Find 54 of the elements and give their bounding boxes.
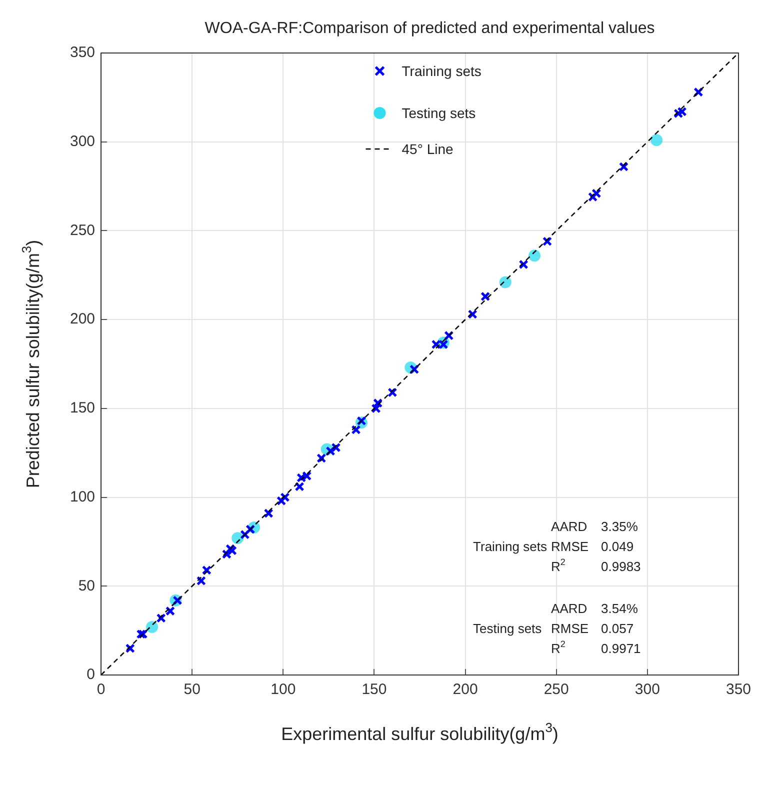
annotation: RMSE 0.049 xyxy=(551,539,634,554)
y-tick-label: 200 xyxy=(70,310,96,328)
y-tick-label: 300 xyxy=(70,133,96,150)
point xyxy=(196,576,206,586)
point xyxy=(276,496,286,506)
point xyxy=(677,106,687,116)
point xyxy=(592,188,602,198)
point xyxy=(316,453,326,463)
point xyxy=(588,192,598,202)
chart-title: WOA-GA-RF:Comparison of predicted and experimental values xyxy=(204,20,655,37)
point xyxy=(542,236,552,246)
x-tick-label: 350 xyxy=(726,681,751,698)
y-axis-title: Predicted sulfur solubility(g/m3) xyxy=(18,240,44,488)
point xyxy=(280,492,290,502)
legend-label: 45° Line xyxy=(402,141,454,157)
annotation: AARD 3.35% xyxy=(551,519,638,534)
point xyxy=(468,309,478,320)
point xyxy=(125,644,135,654)
annotation: RMSE 0.057 xyxy=(551,621,634,636)
annotation: AARD 3.54% xyxy=(551,601,638,616)
y-tick-label: 350 xyxy=(70,44,96,62)
point xyxy=(431,340,441,350)
point xyxy=(302,471,312,481)
x-tick-label: 100 xyxy=(270,681,296,698)
annotation: Testing sets xyxy=(473,621,542,636)
point xyxy=(331,442,341,452)
point xyxy=(156,613,166,623)
x-tick-label: 150 xyxy=(362,681,387,698)
annotation: Training sets xyxy=(473,539,548,554)
point xyxy=(202,565,212,575)
point xyxy=(264,508,274,518)
point xyxy=(480,292,490,302)
point xyxy=(650,134,663,146)
x-tick-label: 250 xyxy=(544,681,569,698)
point xyxy=(499,276,512,288)
point xyxy=(388,388,398,398)
point xyxy=(618,162,629,172)
x-tick-label: 300 xyxy=(634,681,660,698)
legend-label: Testing sets xyxy=(402,105,476,121)
point xyxy=(518,260,528,270)
point xyxy=(165,606,176,616)
y-tick-label: 0 xyxy=(86,666,96,684)
y-tick-label: 250 xyxy=(70,222,96,239)
x-tick-label: 200 xyxy=(452,681,478,698)
point xyxy=(528,250,540,262)
y-tick-label: 50 xyxy=(78,577,96,594)
point xyxy=(438,340,448,350)
point xyxy=(146,621,158,634)
legend-label: Training sets xyxy=(402,63,482,79)
point xyxy=(351,424,361,435)
x-tick-label: 50 xyxy=(184,681,200,698)
y-tick-label: 100 xyxy=(70,488,96,506)
point xyxy=(674,108,684,118)
y-tick-label: 150 xyxy=(70,400,96,417)
